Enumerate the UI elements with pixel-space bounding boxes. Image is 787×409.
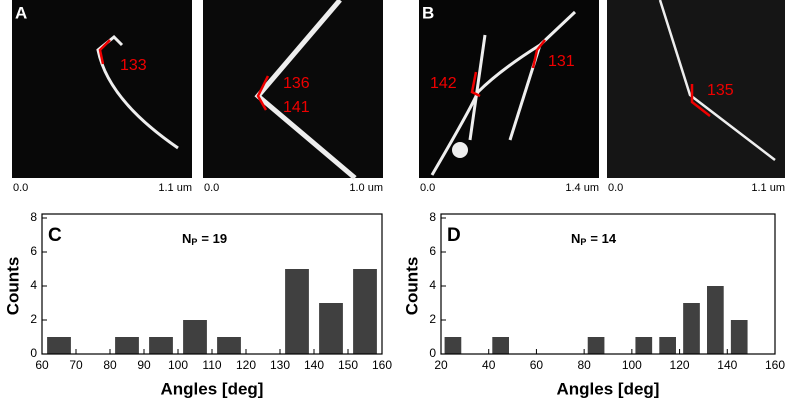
y-tick-label: 4 (30, 278, 37, 292)
y-tick-label: 6 (30, 244, 37, 258)
scale-start: 0.0 (13, 182, 28, 194)
annotation-sub: P (580, 237, 586, 247)
x-tick-label: 160 (765, 358, 785, 372)
bar (285, 269, 309, 354)
y-tick-label: 8 (429, 210, 436, 224)
plot-frame (440, 213, 776, 355)
scale-start: 0.0 (420, 182, 435, 194)
afm-image (203, 0, 383, 178)
angle-mark (690, 84, 711, 117)
x-tick-label: 130 (270, 358, 290, 372)
annotation: NP = 14 (571, 231, 617, 247)
y-tick-label: 0 (429, 346, 436, 360)
angle-label: 135 (707, 82, 734, 99)
bar (183, 320, 207, 354)
angle-mark (470, 71, 481, 98)
scale-end: 1.1 um (158, 182, 192, 194)
x-tick-label: 120 (670, 358, 690, 372)
x-tick-label: 40 (482, 358, 496, 372)
particle (452, 142, 468, 158)
y-tick-label: 2 (429, 312, 436, 326)
x-tick-label: 20 (434, 358, 448, 372)
bar (217, 337, 241, 354)
afm-panel: B 142 131 0.0 1.4 um (419, 0, 599, 194)
x-tick-label: 80 (577, 358, 591, 372)
x-tick-label: 160 (372, 358, 392, 372)
annotation-sub: P (191, 237, 197, 247)
x-tick-label: 150 (338, 358, 358, 372)
scale-end: 1.1 um (751, 182, 785, 194)
bar (492, 337, 509, 354)
scale-end: 1.0 um (349, 182, 383, 194)
bar (730, 320, 748, 354)
panel-letter: C (48, 225, 62, 246)
y-tick-label: 2 (30, 312, 37, 326)
bar (683, 303, 700, 354)
afm-panel: 136 141 0.0 1.0 um (203, 0, 383, 194)
annotation-main: N (571, 231, 580, 246)
panel-letter: A (15, 3, 27, 22)
fibre (468, 34, 487, 141)
fibre (96, 34, 179, 150)
x-tick-label: 60 (35, 358, 49, 372)
angle-mark (256, 75, 270, 111)
bar (149, 337, 173, 354)
annotation: NP = 19 (182, 231, 227, 247)
annotation-rest: = 14 (590, 231, 616, 246)
bar (635, 337, 653, 354)
annotation-main: N (182, 231, 191, 246)
annotation-rest: = 19 (201, 231, 227, 246)
x-tick-label: 100 (168, 358, 188, 372)
angle-mark (98, 39, 111, 65)
scale-end: 1.4 um (565, 182, 599, 194)
x-tick-label: 110 (202, 358, 221, 372)
fibre (658, 0, 776, 161)
x-tick-label: 100 (622, 358, 642, 372)
x-tick-label: 80 (103, 358, 117, 372)
panel-letter: B (422, 3, 434, 22)
afm-image (12, 0, 192, 178)
panel-letter: D (447, 225, 461, 246)
bar (659, 337, 676, 354)
x-axis-label: Angles [deg] (557, 379, 660, 398)
bar (47, 337, 71, 354)
bar (319, 303, 343, 354)
bar (115, 337, 139, 354)
x-tick-label: 140 (304, 358, 324, 372)
angle-mark (531, 39, 546, 69)
angle-label: 133 (120, 57, 147, 74)
bar (707, 286, 724, 354)
x-tick-label: 90 (137, 358, 151, 372)
scale-start: 0.0 (608, 182, 623, 194)
x-tick-label: 120 (236, 358, 256, 372)
bar (444, 337, 462, 354)
afm-panel: 135 0.0 1.1 um (607, 0, 785, 194)
bar (353, 269, 377, 354)
afm-panel: A 133 0.0 1.1 um (12, 0, 192, 194)
y-tick-label: 6 (429, 244, 436, 258)
x-axis-label: Angles [deg] (161, 379, 264, 398)
afm-image (607, 0, 785, 178)
scale-start: 0.0 (204, 182, 219, 194)
angle-label: 141 (283, 99, 310, 116)
x-tick-label: 70 (69, 358, 83, 372)
y-tick-label: 8 (30, 210, 37, 224)
x-tick-label: 140 (717, 358, 737, 372)
y-tick-label: 4 (429, 278, 436, 292)
x-tick-label: 60 (530, 358, 544, 372)
y-axis-label: Counts (402, 257, 421, 316)
angle-label: 142 (430, 75, 457, 92)
y-axis-label: Counts (3, 257, 22, 316)
bar (587, 337, 605, 354)
angle-label: 136 (283, 75, 310, 92)
y-tick-label: 0 (30, 346, 37, 360)
angle-label: 131 (548, 53, 575, 70)
